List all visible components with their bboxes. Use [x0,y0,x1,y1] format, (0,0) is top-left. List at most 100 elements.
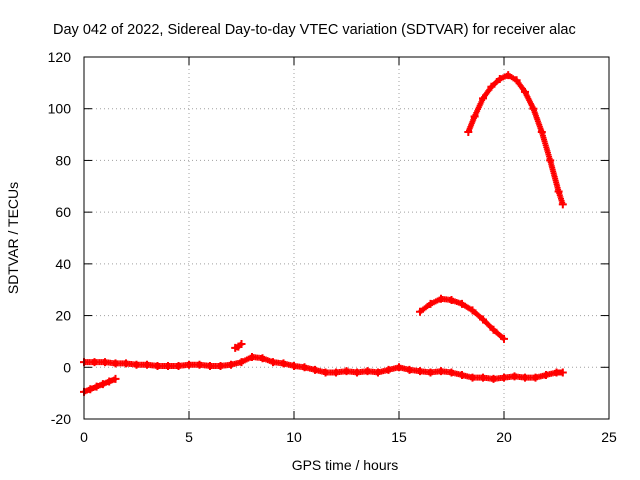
data-point [531,373,540,382]
data-point [458,371,466,380]
data-point [216,361,225,370]
data-point [558,368,567,377]
data-point [521,87,529,96]
data-point [374,368,382,377]
data-point [470,112,479,121]
data-point [542,371,550,380]
data-point [237,340,246,349]
data-point [279,359,288,368]
x-tick-label: 20 [496,429,512,445]
data-point [426,299,435,308]
data-point [537,127,546,136]
data-point [426,368,435,377]
data-point [437,294,445,303]
grid-lines [84,57,609,419]
data-point [521,373,529,382]
data-point [111,359,120,368]
y-tick-label: 0 [63,359,71,375]
data-point [468,373,477,382]
y-tick-label: 100 [48,101,72,117]
data-point [464,127,473,136]
data-point [416,367,424,376]
data-point [227,360,235,369]
series-arc-18-23h [464,71,567,209]
y-tick-label: 120 [48,49,72,65]
series-spike-7h [231,340,246,352]
data-point [195,360,204,369]
y-tick-label: 80 [55,152,71,168]
data-point [479,315,487,324]
y-tick-label: -20 [51,411,71,427]
data-point [342,367,351,376]
data-point [101,358,109,367]
data-point [111,374,120,383]
data-point [206,361,214,370]
data-point [185,360,193,369]
data-point [447,368,456,377]
x-tick-label: 15 [391,429,407,445]
data-point [546,156,555,165]
data-point [105,377,114,386]
data-point [479,94,487,103]
data-point [416,307,424,316]
series-marker-band [465,72,566,208]
data-point [237,358,246,367]
y-tick-label: 40 [55,256,71,272]
data-point [489,374,498,383]
y-tick-label: 20 [55,308,71,324]
data-point [554,187,563,196]
data-point [384,365,393,374]
x-axis-label: GPS time / hours [292,457,399,473]
data-point [269,358,277,367]
data-point [500,334,508,343]
data-point [363,367,372,376]
data-point [92,382,101,391]
chart-title: Day 042 of 2022, Sidereal Day-to-day VTE… [53,22,576,38]
data-point [143,360,151,369]
data-point [468,306,477,315]
data-point [500,373,508,382]
data-point [437,367,445,376]
data-point [332,368,340,377]
data-point [487,82,496,91]
data-point [489,325,498,334]
data-point [174,361,183,370]
series-baseline [80,352,567,383]
plot-area [80,71,567,396]
data-point [258,354,267,363]
data-point [558,200,567,209]
data-point [290,361,298,370]
x-tick-label: 0 [80,429,88,445]
data-point [311,365,319,374]
data-point [479,373,487,382]
data-point [504,71,513,80]
data-point [529,104,538,113]
series-early-negative [80,374,120,396]
x-tick-label: 5 [185,429,193,445]
data-point [132,360,141,369]
data-point [405,365,414,374]
data-point [353,368,361,377]
series-arc-16-20h [416,294,508,343]
data-point [90,358,99,367]
data-point [495,74,504,83]
data-point [512,76,521,85]
data-point [447,296,456,305]
x-tick-label: 10 [286,429,302,445]
y-tick-label: 60 [55,204,71,220]
data-point [300,363,309,372]
data-point [98,380,107,389]
y-axis-ticks: -20 0 20 40 60 80 100 120 [48,49,609,427]
data-point [153,361,162,370]
x-axis-ticks: 0 5 10 15 20 25 [80,57,617,445]
x-tick-label: 25 [601,429,617,445]
data-point [164,361,172,370]
data-point [321,368,330,377]
data-point [248,352,256,361]
data-point [86,385,95,394]
data-point [510,372,519,381]
y-axis-label: SDTVAR / TECUs [5,182,21,294]
data-point [458,299,466,308]
plot-frame [83,56,610,420]
